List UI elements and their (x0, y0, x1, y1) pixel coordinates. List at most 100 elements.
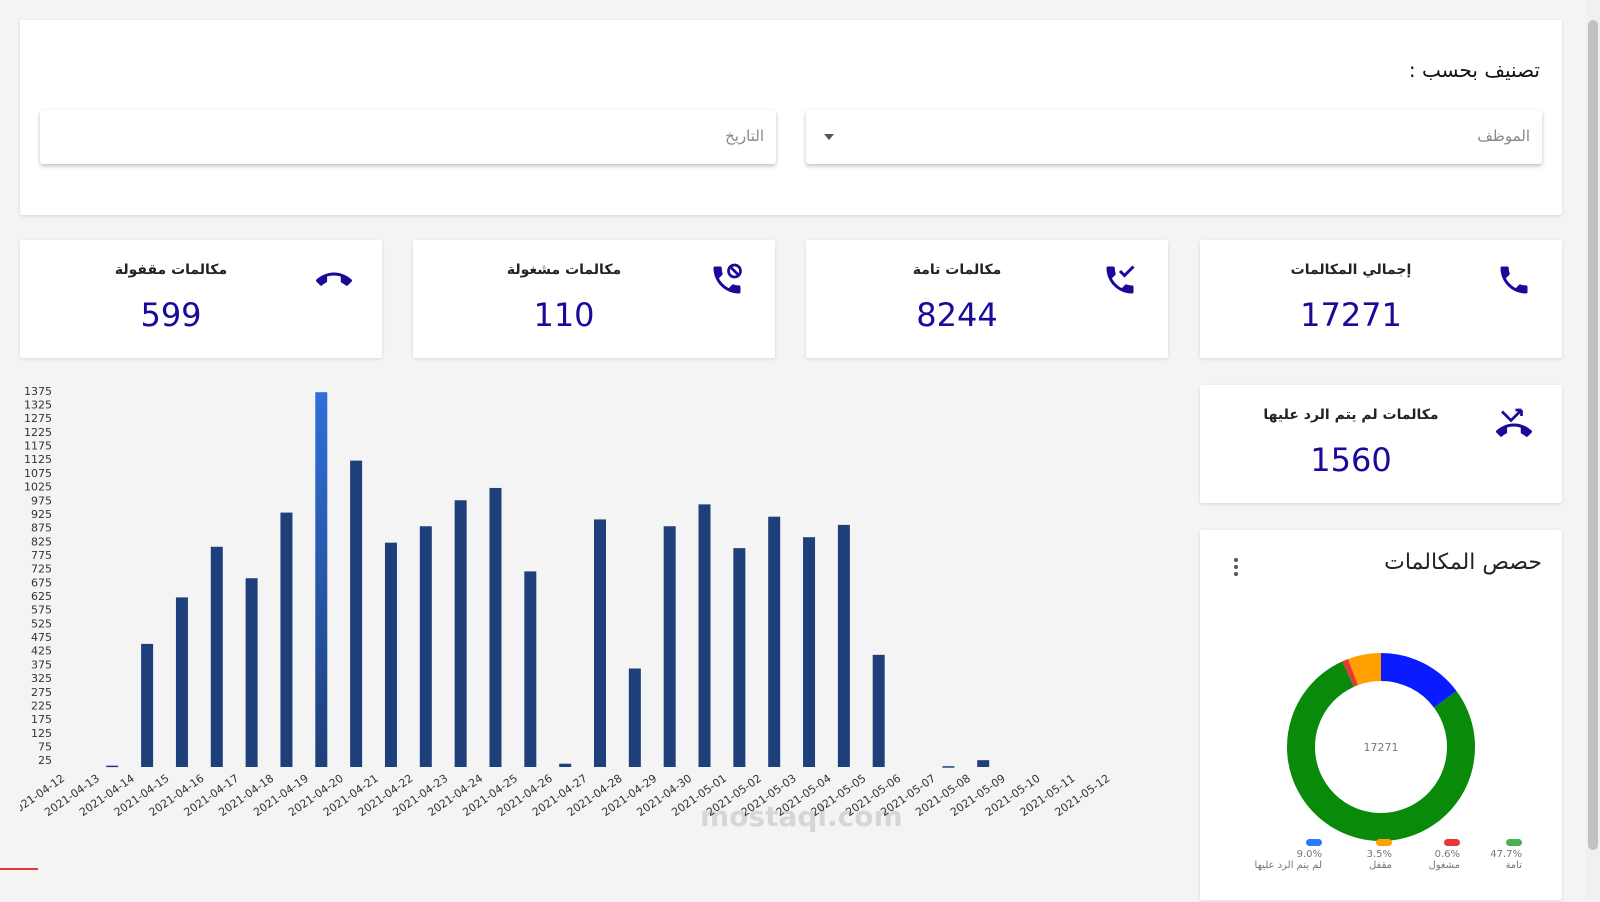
legend-swatch (1306, 839, 1322, 846)
bar[interactable] (594, 519, 606, 767)
y-tick-label: 675 (31, 576, 52, 589)
stat-card-missed: مكالمات لم يتم الرد عليها 1560 (1200, 385, 1562, 503)
legend-name: مقفل (1368, 860, 1392, 871)
y-tick-label: 875 (31, 522, 52, 535)
employee-select[interactable]: الموظف (806, 110, 1542, 164)
phone-check-icon (1106, 265, 1135, 294)
bar[interactable] (175, 597, 188, 767)
bar[interactable] (106, 765, 119, 768)
y-tick-label: 525 (31, 617, 52, 630)
bar[interactable] (872, 654, 885, 767)
y-tick-label: 1025 (24, 481, 52, 494)
filter-title: تصنيف بحسب : (1408, 58, 1540, 82)
legend-pct: 9.0% (1296, 849, 1322, 860)
bar[interactable] (942, 766, 955, 768)
bar[interactable] (141, 643, 154, 767)
phone-hangup-icon (316, 272, 352, 286)
date-input[interactable]: التاريخ (40, 110, 776, 164)
stat-value: 8244 (916, 296, 998, 334)
donut-slice[interactable] (1342, 658, 1358, 687)
bar[interactable] (419, 526, 432, 767)
stat-value: 599 (140, 296, 202, 334)
y-tick-label: 1275 (24, 412, 52, 425)
y-tick-label: 25 (38, 754, 52, 767)
y-tick-label: 325 (31, 672, 52, 685)
bar[interactable] (245, 578, 258, 767)
y-tick-label: 275 (31, 686, 52, 699)
bar[interactable] (210, 546, 223, 767)
phone-missed-icon (1496, 408, 1532, 437)
stat-label: مكالمات تامة (912, 262, 1002, 278)
legend-item-missed[interactable]: 9.0% لم يتم الرد عليها (1255, 838, 1322, 871)
y-tick-label: 1175 (24, 440, 52, 453)
legend-swatch (1506, 839, 1522, 846)
date-input-placeholder: التاريخ (725, 127, 764, 145)
bar[interactable] (663, 526, 676, 767)
stat-label: مكالمات مقفولة (114, 262, 228, 278)
daily-calls-bar-chart: 2575125175225275325375425475525575625675… (20, 385, 1112, 819)
y-tick-label: 575 (31, 604, 52, 617)
bar[interactable] (524, 571, 537, 767)
bar[interactable] (489, 487, 502, 767)
page-scrollbar[interactable] (1586, 0, 1600, 900)
chevron-down-icon[interactable] (824, 134, 834, 140)
legend-item-busy[interactable]: 0.6% مشغول (1428, 838, 1460, 871)
bar[interactable] (698, 504, 711, 767)
app-logo-icon[interactable] (0, 868, 38, 902)
y-tick-label: 775 (31, 549, 52, 562)
donut-slice[interactable] (1287, 661, 1475, 841)
y-tick-label: 1075 (24, 467, 52, 480)
bar[interactable] (350, 460, 363, 767)
filter-card: تصنيف بحسب : الموظف التاريخ (20, 20, 1562, 215)
bar[interactable] (628, 668, 641, 767)
y-tick-label: 975 (31, 494, 52, 507)
more-menu-icon[interactable] (1234, 556, 1240, 576)
y-tick-label: 1225 (24, 426, 52, 439)
bar[interactable] (733, 548, 746, 767)
y-tick-label: 175 (31, 713, 52, 726)
y-tick-label: 1125 (24, 453, 52, 466)
legend-pct: 47.7% (1490, 849, 1522, 860)
stat-card-total: إجمالي المكالمات 17271 (1200, 240, 1562, 358)
calls-share-card: حصص المكالمات 17271 47.7% تامة 0.6% مشغو… (1200, 530, 1562, 900)
stat-card-closed: مكالمات مقفولة 599 (20, 240, 382, 358)
y-tick-label: 825 (31, 535, 52, 548)
pie-title: حصص المكالمات (1384, 550, 1542, 575)
phone-busy-icon (713, 263, 742, 294)
stat-label: مكالمات مشغولة (506, 262, 622, 278)
legend-name: تامة (1505, 860, 1522, 871)
bar[interactable] (384, 542, 397, 767)
bar[interactable] (315, 392, 328, 767)
stat-label: مكالمات لم يتم الرد عليها (1263, 407, 1439, 423)
bar[interactable] (803, 537, 816, 767)
stat-value: 1560 (1310, 441, 1392, 479)
y-tick-label: 625 (31, 590, 52, 603)
y-tick-label: 375 (31, 658, 52, 671)
stat-value: 110 (533, 296, 595, 334)
y-tick-label: 725 (31, 563, 52, 576)
y-tick-label: 475 (31, 631, 52, 644)
bar[interactable] (454, 500, 467, 767)
legend-pct: 0.6% (1434, 849, 1460, 860)
bar[interactable] (559, 763, 572, 767)
donut-slice[interactable] (1380, 653, 1457, 709)
bar[interactable] (977, 760, 990, 767)
legend-swatch (1444, 839, 1460, 846)
phone-icon (1500, 266, 1528, 294)
calls-share-donut: 17271 (1287, 653, 1475, 841)
bar[interactable] (280, 512, 293, 767)
y-tick-label: 925 (31, 508, 52, 521)
watermark: mostaql.com (700, 800, 903, 833)
stat-value: 17271 (1300, 296, 1402, 334)
y-tick-label: 1375 (24, 385, 52, 398)
legend-swatch (1376, 839, 1392, 846)
bar[interactable] (768, 516, 781, 767)
donut-center-total: 17271 (1364, 741, 1399, 754)
legend-item-completed[interactable]: 47.7% تامة (1490, 838, 1522, 871)
legend-item-closed[interactable]: 3.5% مقفل (1367, 838, 1392, 871)
y-tick-label: 75 (38, 740, 52, 753)
bar[interactable] (837, 524, 850, 767)
scrollbar-thumb[interactable] (1588, 20, 1598, 850)
donut-slice[interactable] (1348, 653, 1382, 686)
legend-pct: 3.5% (1366, 849, 1392, 860)
